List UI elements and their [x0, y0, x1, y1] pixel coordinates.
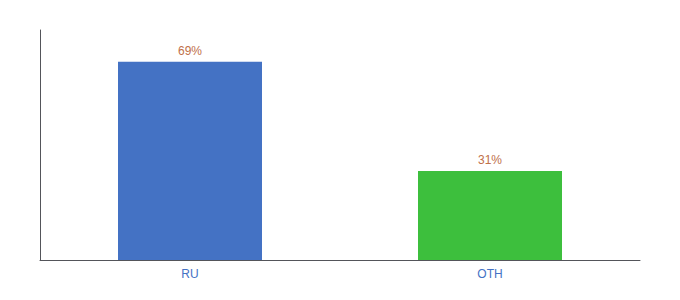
svg-text:31%: 31%	[478, 153, 502, 167]
svg-text:OTH: OTH	[477, 267, 502, 281]
svg-text:RU: RU	[181, 267, 198, 281]
svg-text:69%: 69%	[178, 44, 202, 58]
